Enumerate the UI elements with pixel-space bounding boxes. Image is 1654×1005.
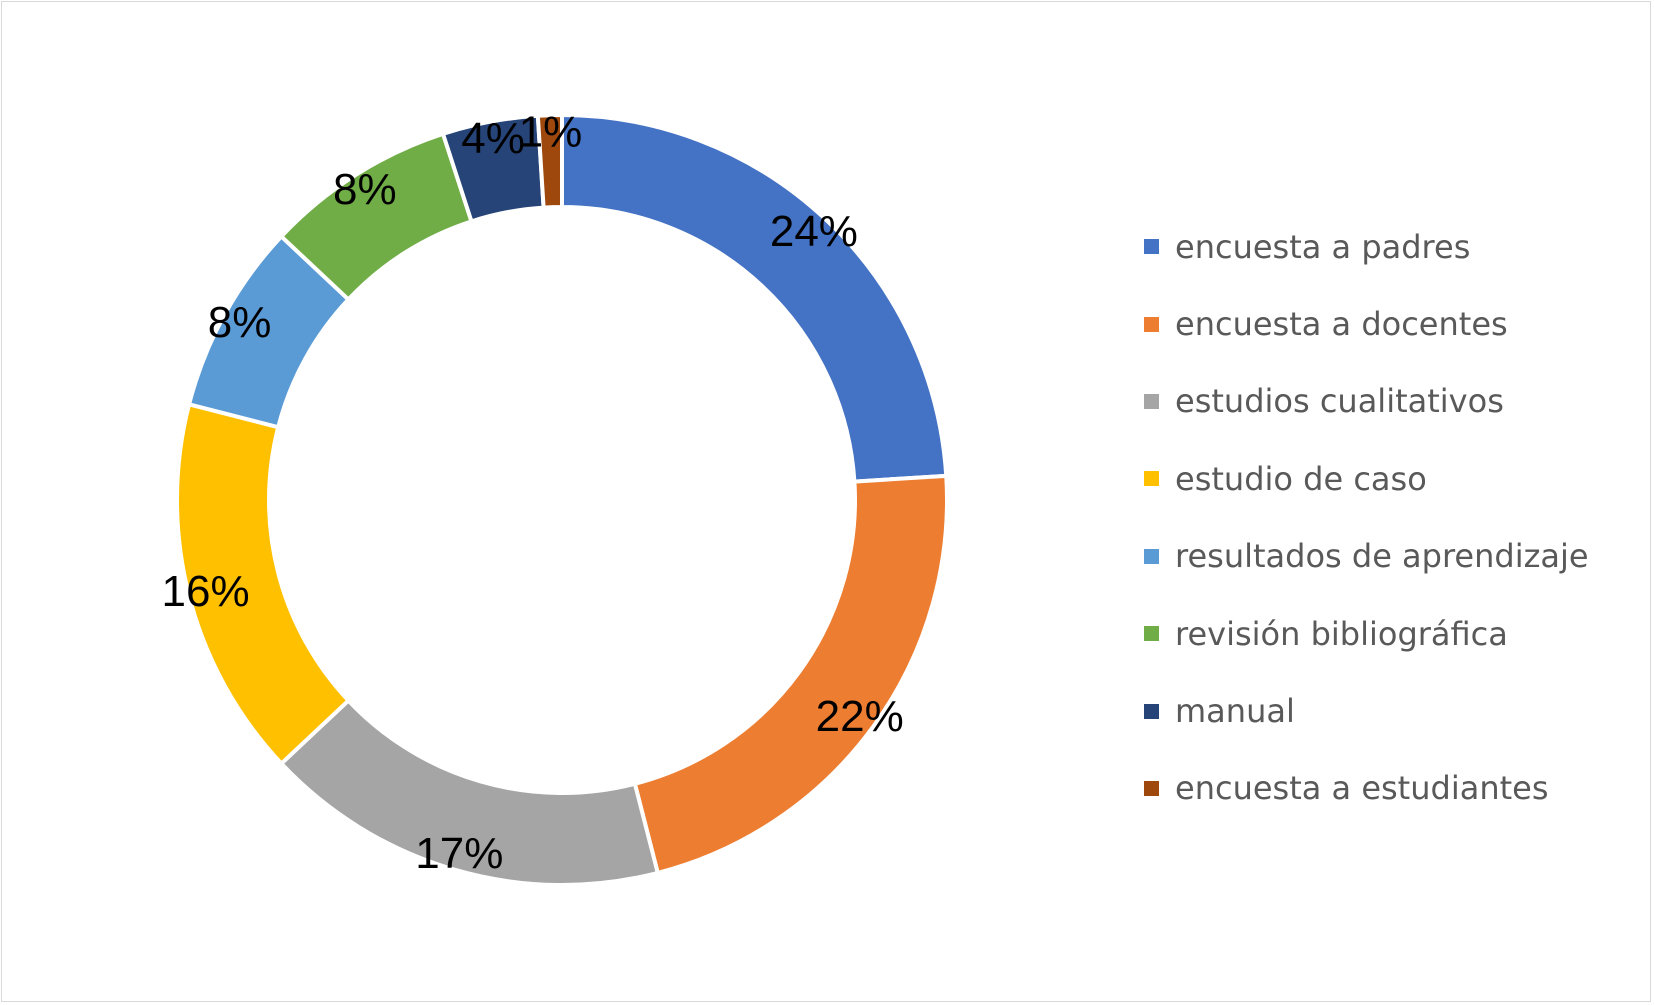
- legend-swatch: [1144, 239, 1159, 255]
- legend-label: estudios cualitativos: [1175, 382, 1504, 421]
- legend-swatch: [1144, 548, 1159, 564]
- chart-legend: encuesta a padres encuesta a docentes estu…: [1144, 208, 1589, 827]
- data-label-8: 1%: [519, 108, 583, 157]
- legend-label: revisión bibliográfica: [1175, 614, 1508, 653]
- data-label-5: 8%: [208, 298, 272, 347]
- legend-swatch: [1144, 316, 1159, 332]
- legend-swatch: [1144, 703, 1159, 719]
- legend-item: estudios cualitativos: [1144, 363, 1589, 440]
- legend-swatch: [1144, 393, 1159, 409]
- legend-swatch: [1144, 780, 1159, 796]
- legend-item: encuesta a padres: [1144, 208, 1589, 285]
- data-label-2: 22%: [816, 692, 904, 741]
- legend-label: encuesta a padres: [1175, 227, 1471, 266]
- legend-item: manual: [1144, 672, 1589, 749]
- data-label-7: 4%: [461, 114, 525, 163]
- legend-label: resultados de aprendizaje: [1175, 537, 1589, 576]
- legend-item: estudio de caso: [1144, 440, 1589, 517]
- legend-label: estudio de caso: [1175, 459, 1427, 498]
- legend-label: manual: [1175, 692, 1295, 731]
- data-label-1: 24%: [770, 207, 858, 256]
- data-label-6: 8%: [333, 165, 397, 214]
- legend-item: revisión bibliográfica: [1144, 595, 1589, 672]
- legend-item: encuesta a docentes: [1144, 285, 1589, 362]
- legend-item: encuesta a estudiantes: [1144, 750, 1589, 827]
- data-label-4: 16%: [162, 567, 250, 616]
- legend-swatch: [1144, 626, 1159, 642]
- legend-item: resultados de aprendizaje: [1144, 518, 1589, 595]
- legend-swatch: [1144, 471, 1159, 487]
- legend-label: encuesta a docentes: [1175, 305, 1508, 344]
- data-label-3: 17%: [415, 829, 503, 878]
- slice-1: [560, 112, 949, 484]
- slice-2: [632, 473, 949, 876]
- legend-label: encuesta a estudiantes: [1175, 769, 1549, 808]
- slice-8: [535, 112, 564, 210]
